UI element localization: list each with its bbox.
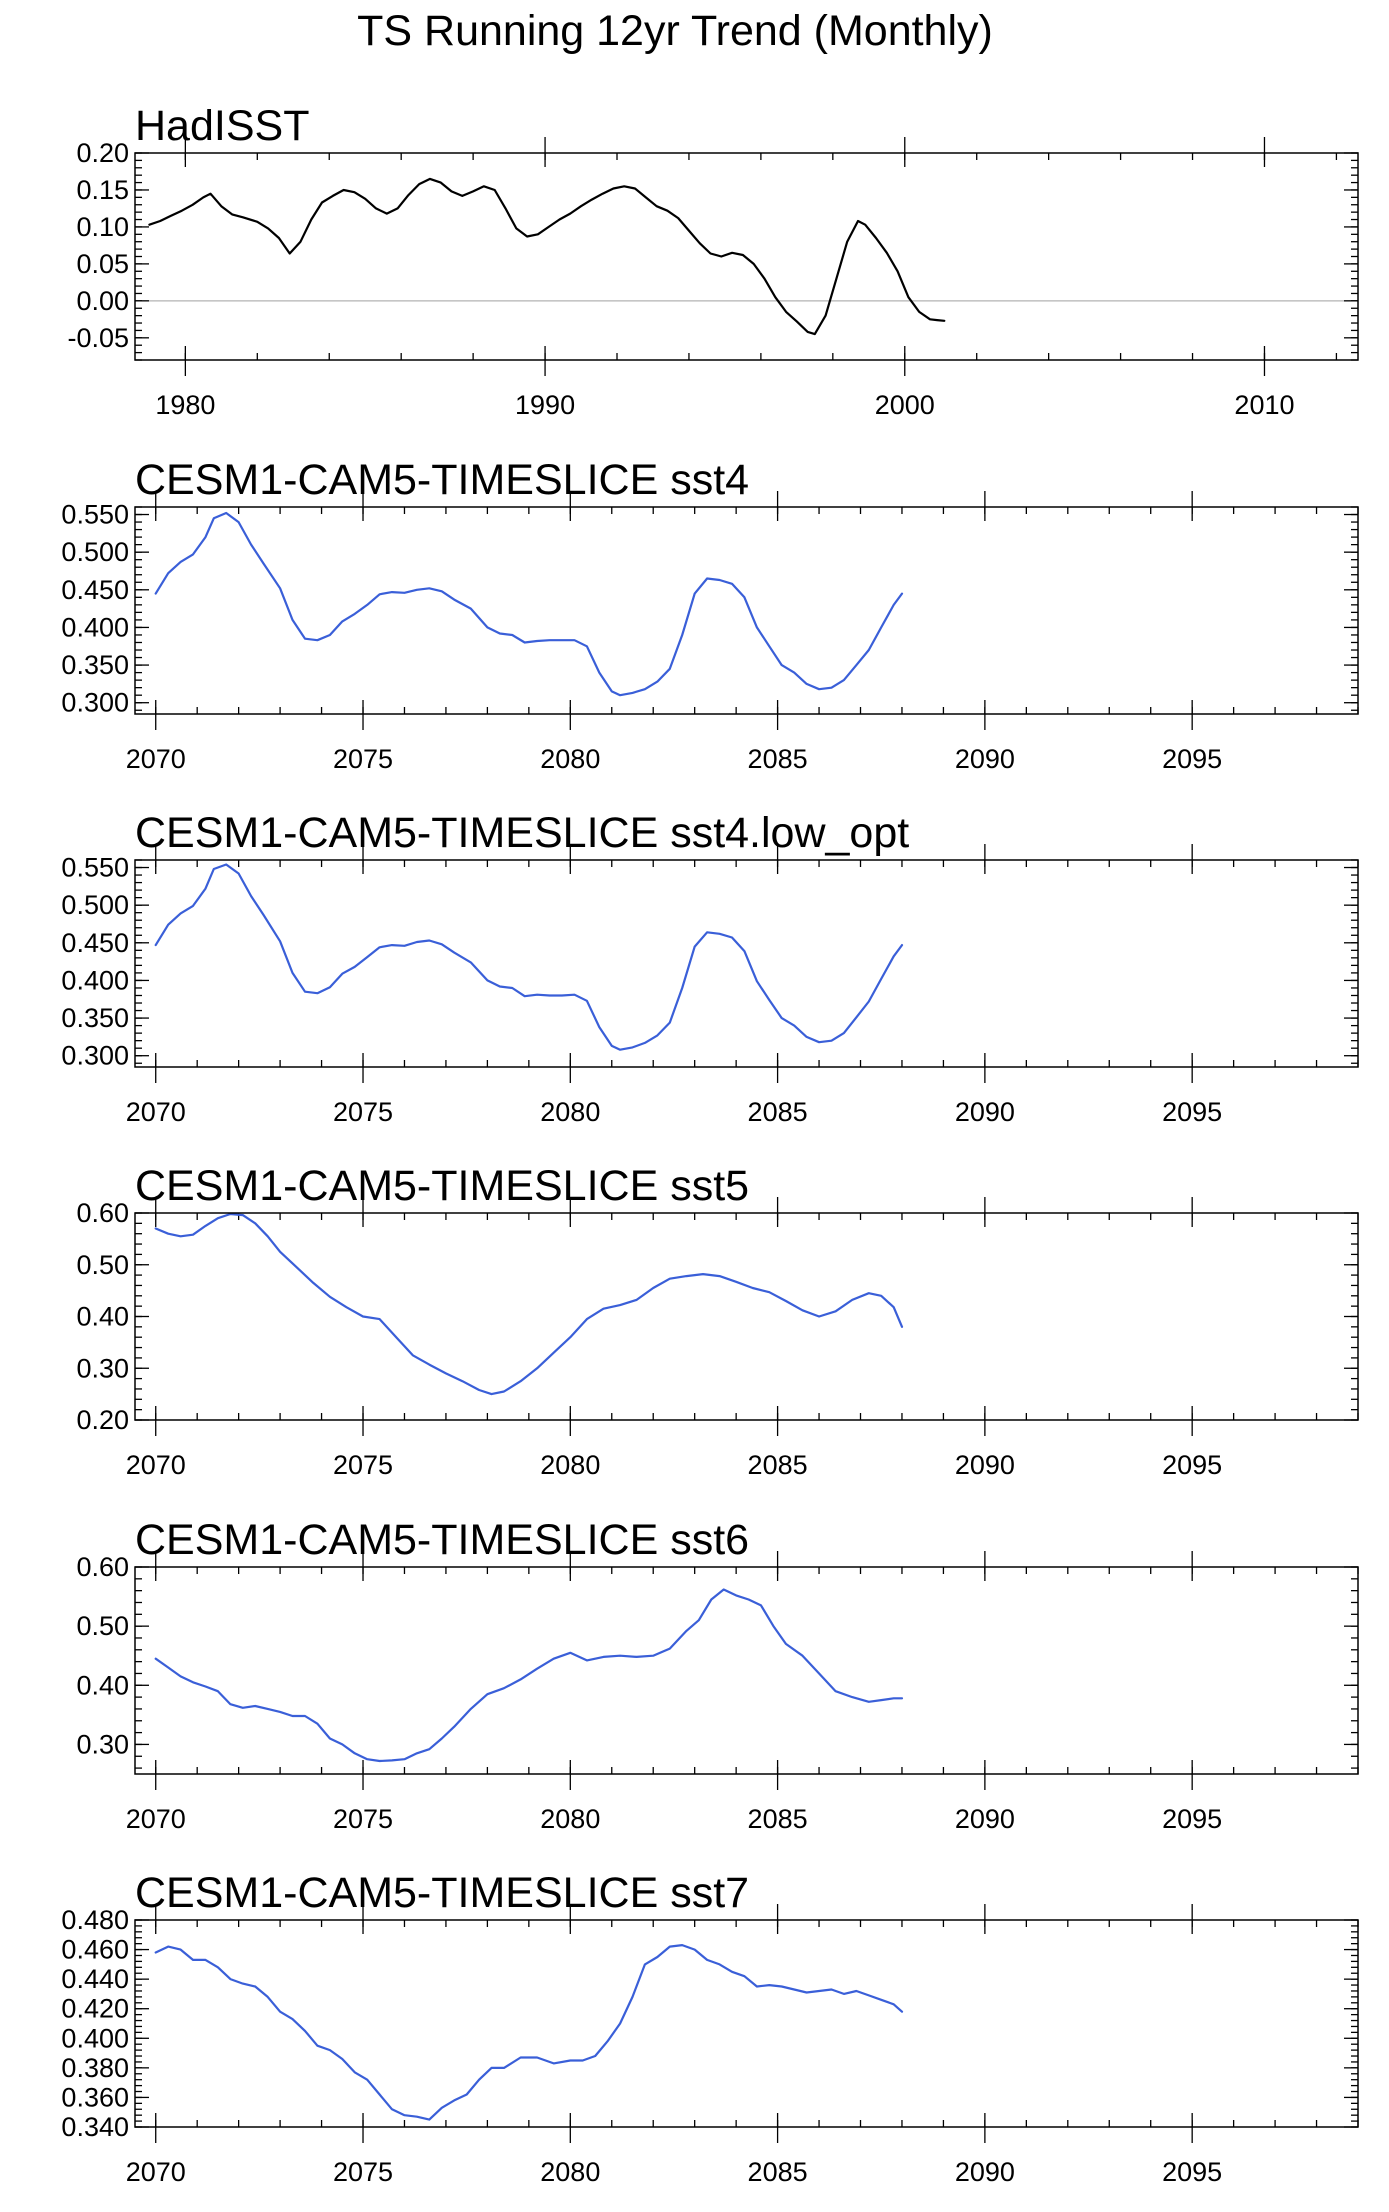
y-tick-label: 0.400 bbox=[61, 612, 129, 642]
y-tick-label: 0.300 bbox=[61, 1041, 129, 1071]
panel-5: CESM1-CAM5-TIMESLICE sst6 0.30 0.40 0.50 0.6… bbox=[76, 1516, 1359, 1834]
series-line-sst7 bbox=[154, 1943, 904, 2121]
panel-title: CESM1-CAM5-TIMESLICE sst4.low_opt bbox=[135, 809, 909, 857]
y-tick-label: 0.30 bbox=[76, 1353, 129, 1383]
panels: HadISST -0.05 0.00 0.05 0.10 0.15 0.20 1980 1990… bbox=[61, 102, 1359, 2187]
x-tick-label: 2095 bbox=[1162, 744, 1222, 774]
y-tick-label: 0.440 bbox=[61, 1964, 129, 1994]
x-tick-label: 2095 bbox=[1162, 2157, 1222, 2187]
x-tick-label: 2080 bbox=[540, 1450, 600, 1480]
panel-title: HadISST bbox=[135, 102, 309, 150]
x-tick-label: 2080 bbox=[540, 1097, 600, 1127]
panel-6: CESM1-CAM5-TIMESLICE sst7 0.3400.3600.380… bbox=[61, 1869, 1359, 2187]
plot-frame bbox=[134, 152, 1359, 361]
y-tick-label: 0.400 bbox=[61, 965, 129, 995]
series-line-hadisst bbox=[148, 177, 946, 336]
y-tick-label: 0.550 bbox=[61, 853, 129, 883]
y-tick-label: 0.00 bbox=[76, 286, 129, 316]
y-tick-label: 0.460 bbox=[61, 1935, 129, 1965]
x-tick-label: 2085 bbox=[748, 744, 808, 774]
x-tick-label: 2070 bbox=[126, 744, 186, 774]
y-tick-label: 0.350 bbox=[61, 1003, 129, 1033]
x-tick-label: 2090 bbox=[955, 1450, 1015, 1480]
plot-frame bbox=[134, 1212, 1359, 1421]
y-tick-label: 0.350 bbox=[61, 650, 129, 680]
y-tick-label: 0.480 bbox=[61, 1905, 129, 1935]
panel-title: CESM1-CAM5-TIMESLICE sst4 bbox=[135, 456, 749, 504]
x-tick-label: 1990 bbox=[515, 390, 575, 420]
y-tick-label: 0.60 bbox=[76, 1552, 129, 1582]
y-tick-label: 0.500 bbox=[61, 537, 129, 567]
y-tick-label: 0.50 bbox=[76, 1611, 129, 1641]
x-tick-label: 2070 bbox=[126, 1097, 186, 1127]
x-tick-label: 2085 bbox=[748, 1804, 808, 1834]
series-line-sst5 bbox=[154, 1212, 904, 1396]
x-tick-label: 2075 bbox=[333, 1097, 393, 1127]
y-tick-label: 0.340 bbox=[61, 2112, 129, 2142]
y-tick-label: 0.500 bbox=[61, 890, 129, 920]
panel-1: HadISST -0.05 0.00 0.05 0.10 0.15 0.20 1980 1990… bbox=[67, 102, 1359, 420]
x-tick-label: 2095 bbox=[1162, 1097, 1222, 1127]
series-line-sst6 bbox=[154, 1588, 904, 1763]
y-tick-label: 0.20 bbox=[76, 138, 129, 168]
y-tick-label: 0.550 bbox=[61, 500, 129, 530]
y-tick-label: 0.300 bbox=[61, 688, 129, 718]
x-tick-label: 2085 bbox=[748, 2157, 808, 2187]
x-tick-label: 2090 bbox=[955, 744, 1015, 774]
x-tick-label: 2070 bbox=[126, 2157, 186, 2187]
x-tick-label: 2090 bbox=[955, 1097, 1015, 1127]
y-tick-label: 0.40 bbox=[76, 1302, 129, 1332]
x-tick-label: 2090 bbox=[955, 1804, 1015, 1834]
plot-frame bbox=[134, 1566, 1359, 1775]
y-tick-label: 0.360 bbox=[61, 2082, 129, 2112]
series-line-sst4 bbox=[154, 511, 904, 697]
x-tick-label: 2085 bbox=[748, 1097, 808, 1127]
x-tick-label: 2075 bbox=[333, 744, 393, 774]
y-tick-label: 0.20 bbox=[76, 1405, 129, 1435]
panel-title: CESM1-CAM5-TIMESLICE sst5 bbox=[135, 1162, 749, 1210]
panel-2: CESM1-CAM5-TIMESLICE sst4 0.300 0.350 0.400… bbox=[61, 456, 1359, 774]
y-tick-label: 0.40 bbox=[76, 1670, 129, 1700]
x-tick-label: 2085 bbox=[748, 1450, 808, 1480]
x-tick-label: 2080 bbox=[540, 1804, 600, 1834]
figure-title: TS Running 12yr Trend (Monthly) bbox=[357, 7, 993, 55]
y-tick-label: 0.50 bbox=[76, 1250, 129, 1280]
y-tick-label: 0.400 bbox=[61, 2023, 129, 2053]
panel-3: CESM1-CAM5-TIMESLICE sst4.low_opt 0.300 0.… bbox=[61, 809, 1359, 1127]
y-tick-label: 0.60 bbox=[76, 1198, 129, 1228]
x-tick-label: 2000 bbox=[875, 390, 935, 420]
plot-frame bbox=[134, 859, 1359, 1068]
x-tick-label: 2080 bbox=[540, 2157, 600, 2187]
y-tick-label: 0.450 bbox=[61, 928, 129, 958]
x-tick-label: 2075 bbox=[333, 1450, 393, 1480]
x-tick-label: 2070 bbox=[126, 1450, 186, 1480]
panel-title: CESM1-CAM5-TIMESLICE sst6 bbox=[135, 1516, 749, 1564]
y-tick-label: -0.05 bbox=[67, 323, 129, 353]
x-tick-label: 2090 bbox=[955, 2157, 1015, 2187]
x-tick-label: 2075 bbox=[333, 2157, 393, 2187]
plot-frame bbox=[134, 506, 1359, 715]
x-tick-label: 2095 bbox=[1162, 1804, 1222, 1834]
y-tick-label: 0.10 bbox=[76, 212, 129, 242]
y-tick-label: 0.380 bbox=[61, 2053, 129, 2083]
x-tick-label: 2080 bbox=[540, 744, 600, 774]
x-tick-label: 1980 bbox=[155, 390, 215, 420]
x-tick-label: 2010 bbox=[1234, 390, 1294, 420]
panel-title: CESM1-CAM5-TIMESLICE sst7 bbox=[135, 1869, 749, 1917]
x-tick-label: 2075 bbox=[333, 1804, 393, 1834]
y-tick-label: 0.420 bbox=[61, 1994, 129, 2024]
x-tick-label: 2095 bbox=[1162, 1450, 1222, 1480]
y-tick-label: 0.05 bbox=[76, 249, 129, 279]
panel-4: CESM1-CAM5-TIMESLICE sst5 0.20 0.30 0.40 0.5… bbox=[76, 1162, 1359, 1480]
y-tick-label: 0.15 bbox=[76, 175, 129, 205]
plot-frame bbox=[134, 1919, 1359, 2128]
x-tick-label: 2070 bbox=[126, 1804, 186, 1834]
y-tick-label: 0.450 bbox=[61, 575, 129, 605]
y-tick-label: 0.30 bbox=[76, 1729, 129, 1759]
series-line-sst4-low-opt bbox=[154, 863, 904, 1051]
